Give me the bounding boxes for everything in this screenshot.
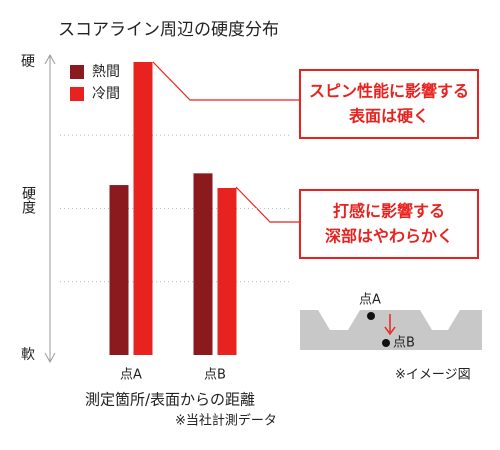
inset-dot (382, 339, 390, 347)
note: ※当社計測データ (175, 413, 277, 429)
x-tick-label: 点B (204, 368, 226, 383)
bar (109, 185, 129, 355)
inset-shape (300, 310, 482, 350)
x-axis-label: 測定箇所/表面からの距離 (85, 391, 255, 409)
inset-label: 点A (359, 293, 381, 308)
y-axis-label: 硬度 (20, 186, 36, 214)
inset-caption: ※イメージ図 (395, 368, 471, 383)
legend-swatch (70, 65, 84, 79)
inset-label: 点B (393, 336, 415, 351)
callout-text: 打感に影響する (333, 202, 445, 221)
axis-arrow (44, 352, 56, 364)
leader-line (235, 186, 300, 223)
callout-box (299, 189, 479, 259)
inset-dot (367, 312, 375, 320)
callout-box (299, 69, 479, 139)
bar (193, 173, 213, 355)
legend-label: 熱間 (92, 64, 120, 80)
bar (133, 62, 153, 355)
legend-swatch (70, 87, 84, 101)
bar (217, 187, 237, 355)
leader-line (152, 61, 300, 101)
callout-text: 表面は硬く (348, 107, 429, 126)
callout-text: 深部はやわらかく (325, 227, 453, 246)
axis-arrow (44, 53, 56, 65)
inset-arrow (384, 326, 396, 336)
y-tick-label: 軟 (21, 347, 35, 363)
x-tick-label: 点A (120, 368, 142, 383)
callout-text: スピン性能に影響する (309, 82, 469, 101)
y-tick-label: 硬 (21, 54, 35, 70)
chart-title: スコアライン周辺の硬度分布 (58, 20, 279, 40)
legend-label: 冷間 (92, 86, 120, 102)
